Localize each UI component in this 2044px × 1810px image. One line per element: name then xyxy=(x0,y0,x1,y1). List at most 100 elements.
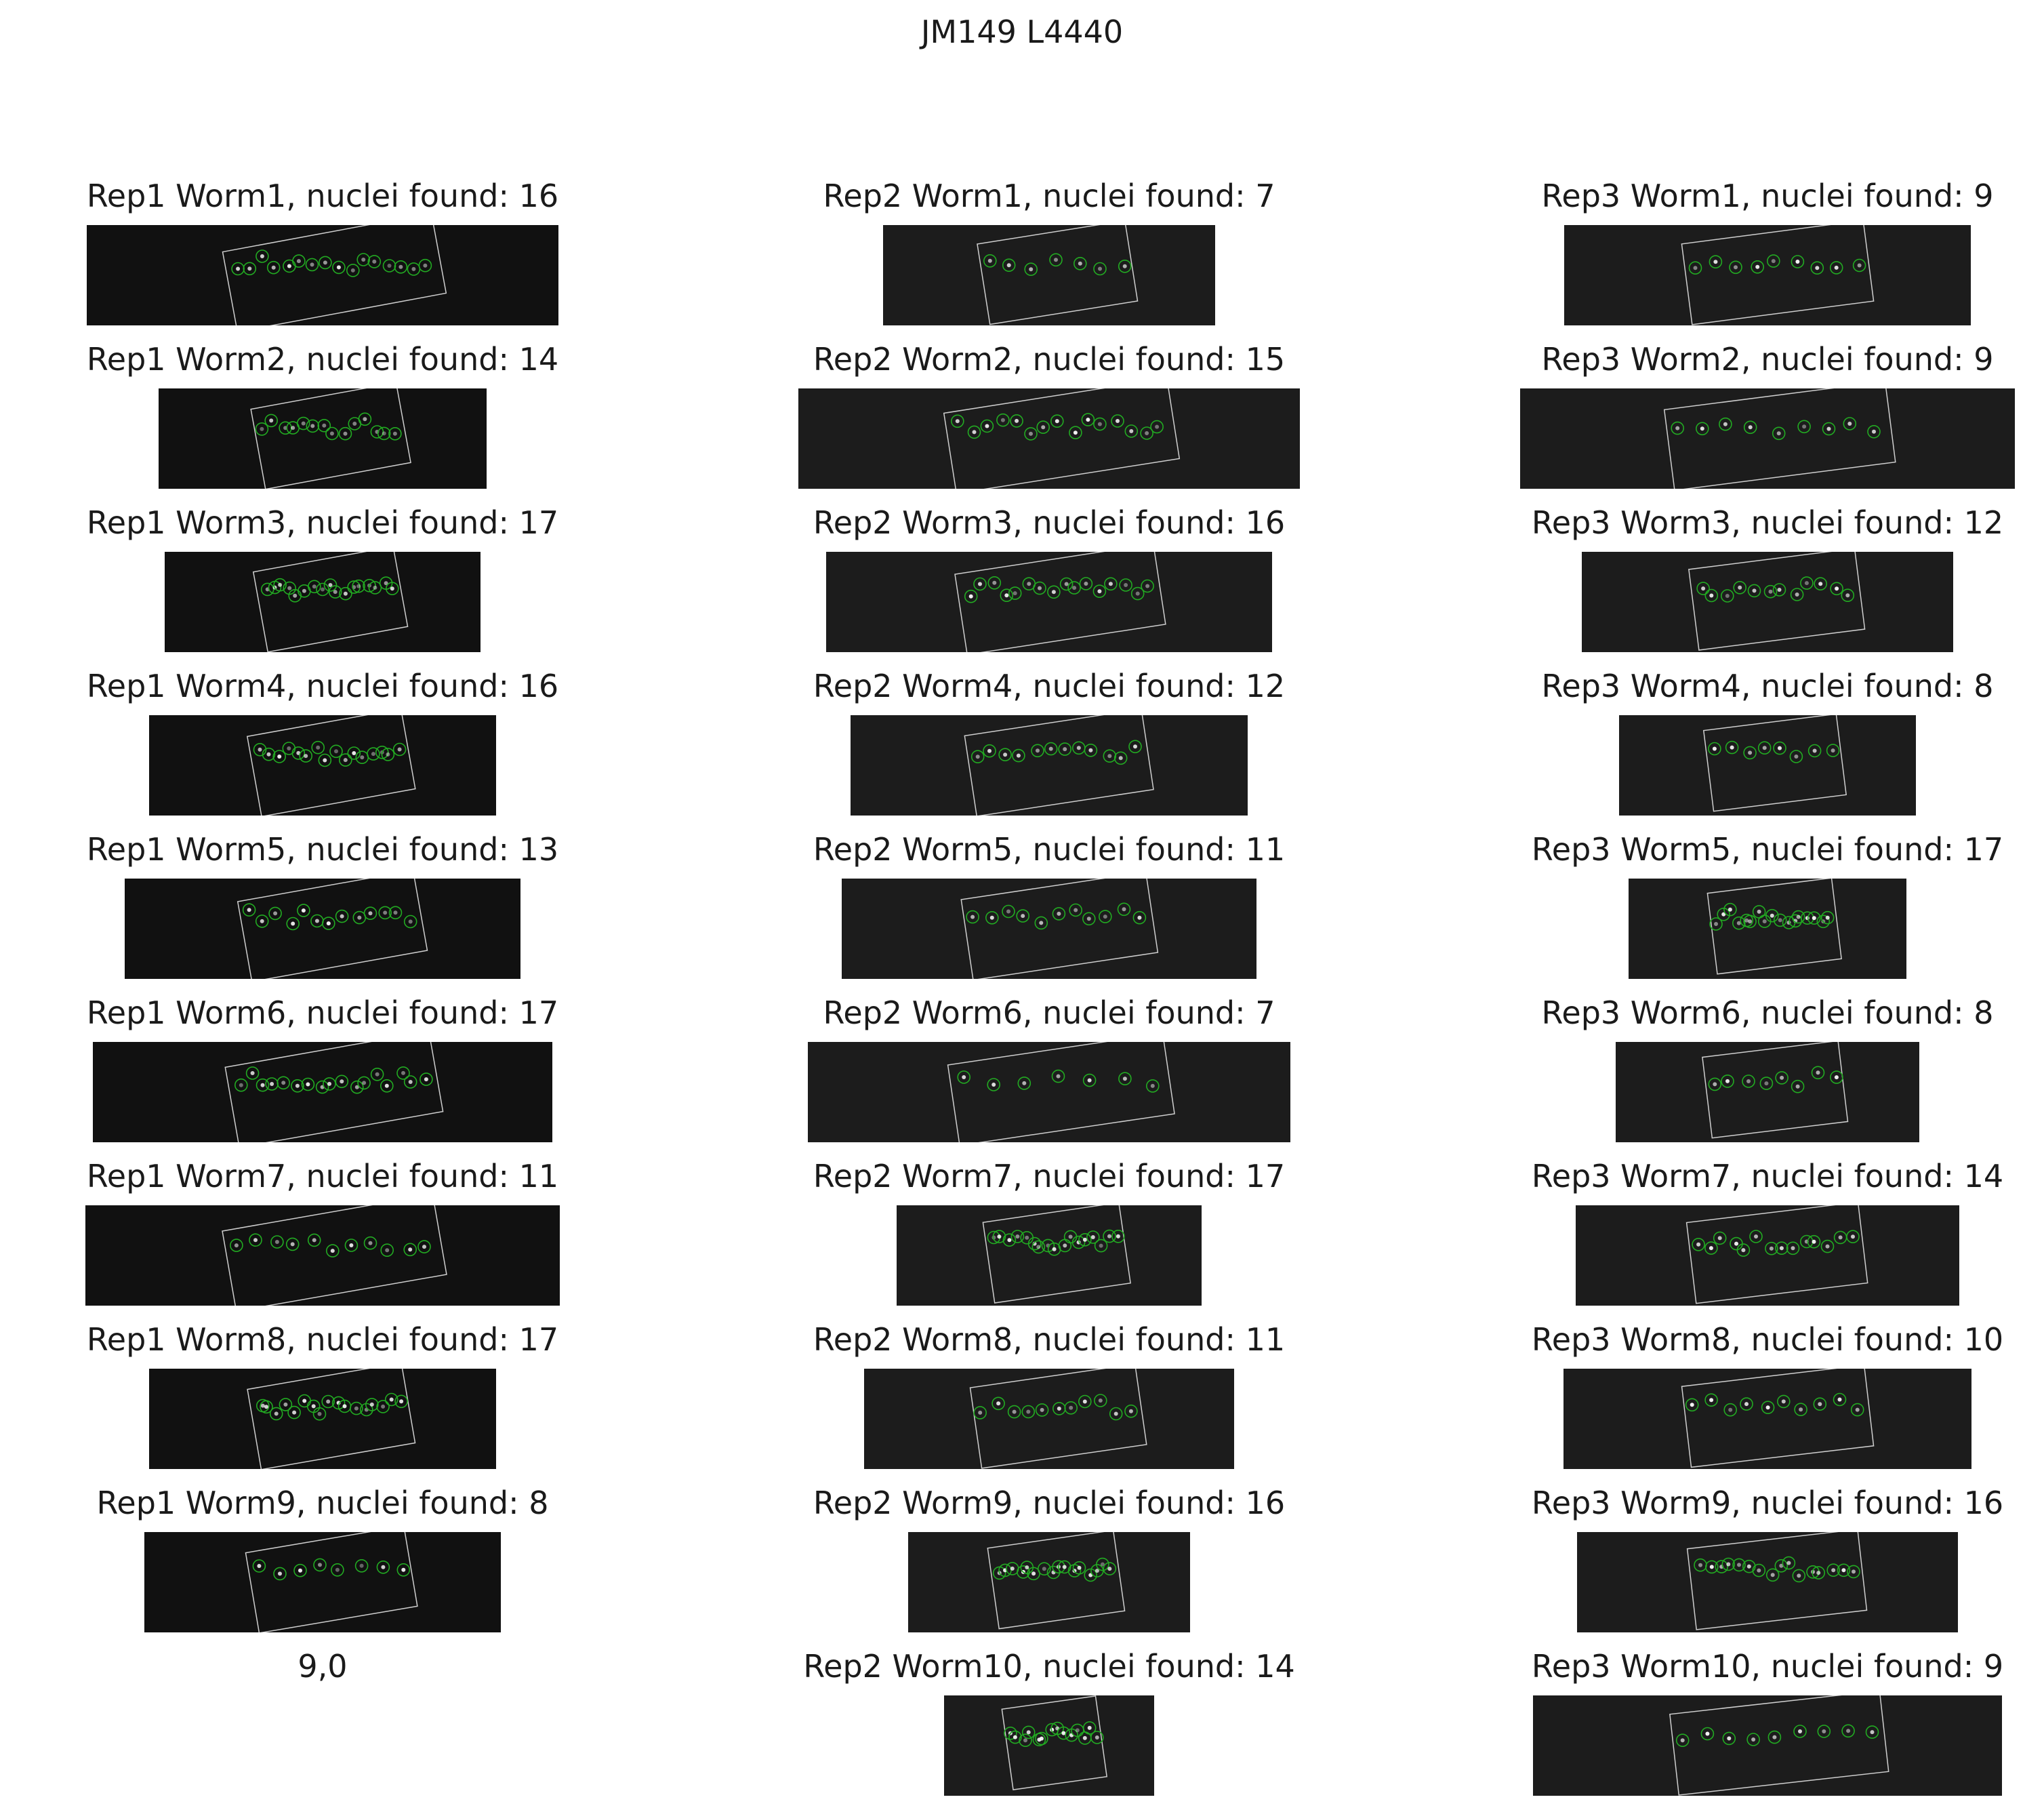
nucleus-marker xyxy=(262,747,276,761)
nucleus-spot xyxy=(1795,1084,1800,1089)
nucleus-spot xyxy=(1736,921,1741,925)
nucleus-spot xyxy=(387,264,392,268)
nucleus-spot xyxy=(1770,1573,1775,1577)
nucleus-marker xyxy=(323,578,338,592)
nucleus-marker xyxy=(1704,588,1719,603)
nucleus-marker xyxy=(363,906,377,921)
nucleus-marker xyxy=(1696,582,1710,595)
worm-image-svg xyxy=(85,1205,560,1306)
nucleus-marker xyxy=(350,1401,363,1415)
nucleus-marker xyxy=(1767,1730,1782,1744)
roi-outline xyxy=(1669,1695,1889,1796)
nucleus-spot xyxy=(301,908,306,913)
nucleus-spot xyxy=(1838,1235,1843,1240)
nucleus-marker xyxy=(970,750,985,764)
nucleus-spot xyxy=(350,268,355,273)
nucleus-marker xyxy=(384,1392,398,1407)
roi-outline xyxy=(947,1042,1175,1142)
nucleus-spot xyxy=(987,748,992,753)
nucleus-spot xyxy=(1099,1243,1103,1248)
image-background xyxy=(808,1042,1290,1142)
nucleus-spot xyxy=(992,1083,996,1087)
nucleus-spot xyxy=(1713,1082,1717,1087)
nucleus-spot xyxy=(1870,1730,1875,1735)
nucleus-spot xyxy=(1825,1244,1830,1249)
nucleus-spot xyxy=(424,1077,428,1082)
nucleus-marker xyxy=(1817,1725,1831,1738)
nucleus-spot xyxy=(1074,908,1078,912)
nucleus-spot xyxy=(1116,1234,1120,1239)
nucleus-spot xyxy=(274,1240,279,1244)
roi-outline xyxy=(1702,1042,1849,1139)
panel-title: Rep2 Worm5, nuclei found: 11 xyxy=(813,831,1286,868)
nucleus-marker xyxy=(1766,254,1780,268)
nucleus-spot xyxy=(408,919,413,924)
nucleus-marker xyxy=(318,753,332,767)
nucleus-spot xyxy=(328,583,333,587)
nucleus-marker xyxy=(392,742,407,757)
nucleus-spot xyxy=(1845,593,1850,598)
nucleus-spot xyxy=(1709,1398,1714,1403)
image-background xyxy=(93,1042,552,1142)
nucleus-spot xyxy=(968,594,973,599)
nucleus-marker xyxy=(1807,911,1821,925)
nucleus-spot xyxy=(273,911,278,916)
nucleus-marker xyxy=(1747,584,1761,598)
nucleus-marker xyxy=(1057,1726,1071,1740)
nucleus-spot xyxy=(373,585,377,590)
roi-outline xyxy=(1001,1695,1108,1790)
nucleus-marker xyxy=(1765,1568,1780,1582)
nucleus-marker xyxy=(1081,413,1095,426)
panel-title: Rep1 Worm8, nuclei found: 17 xyxy=(86,1321,559,1358)
nucleus-spot xyxy=(234,1243,239,1248)
nucleus-marker xyxy=(1008,1730,1022,1744)
nucleus-marker xyxy=(315,1080,329,1094)
image-background xyxy=(908,1532,1190,1632)
nucleus-spot xyxy=(1041,425,1046,430)
nucleus-spot xyxy=(1696,1242,1701,1247)
nucleus-marker xyxy=(1132,910,1147,925)
nucleus-marker xyxy=(418,258,432,273)
nucleus-marker xyxy=(987,576,1002,590)
image-background xyxy=(897,1205,1202,1306)
nucleus-marker xyxy=(1057,1560,1071,1574)
roi-outline xyxy=(969,1369,1147,1469)
nucleus-marker xyxy=(1118,1072,1132,1086)
image-background xyxy=(159,388,487,489)
nucleus-marker xyxy=(1019,1733,1032,1747)
image-background xyxy=(1520,388,2015,489)
worm-image-svg xyxy=(826,552,1272,652)
nucleus-marker xyxy=(245,1066,260,1080)
nucleus-marker xyxy=(1071,1235,1086,1249)
nucleus-spot xyxy=(257,1564,262,1568)
nucleus-spot xyxy=(382,431,386,436)
nucleus-marker xyxy=(1721,1074,1734,1088)
nucleus-marker xyxy=(385,582,399,596)
nucleus-spot xyxy=(1752,588,1757,593)
image-background xyxy=(798,388,1300,489)
worm-image-svg xyxy=(125,879,520,979)
worm-image-svg xyxy=(1616,1042,1919,1142)
nucleus-marker xyxy=(363,578,376,592)
panel-title: Rep3 Worm10, nuclei found: 9 xyxy=(1531,1648,2004,1685)
nucleus-marker xyxy=(292,254,306,268)
nucleus-marker xyxy=(1078,1394,1092,1409)
nucleus-spot xyxy=(340,914,344,919)
nucleus-marker xyxy=(1111,414,1124,428)
roi-outline xyxy=(224,1042,444,1142)
roi-outline xyxy=(247,1369,416,1469)
nucleus-marker xyxy=(1082,1073,1097,1087)
nucleus-spot xyxy=(1095,1569,1099,1573)
nucleus-spot xyxy=(1812,916,1816,921)
nucleus-spot xyxy=(250,1071,255,1075)
nucleus-marker xyxy=(951,414,964,428)
panel-title: Rep1 Worm1, nuclei found: 16 xyxy=(86,178,559,214)
nucleus-spot xyxy=(1000,418,1005,422)
nucleus-spot xyxy=(1088,748,1093,752)
nucleus-marker xyxy=(1708,1077,1722,1091)
nucleus-marker xyxy=(985,910,999,925)
worm-image xyxy=(87,225,558,325)
nucleus-spot xyxy=(304,754,308,759)
nucleus-spot xyxy=(1822,1729,1826,1733)
nucleus-spot xyxy=(1755,264,1760,269)
